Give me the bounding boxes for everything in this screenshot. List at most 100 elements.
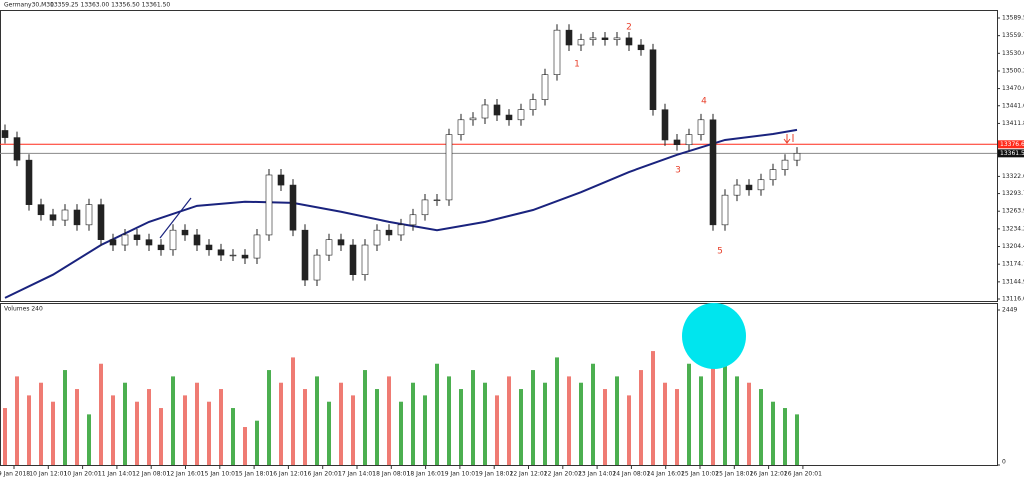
candle-body — [13, 137, 21, 161]
volume-bar — [99, 363, 103, 465]
y-tick-label: 13500.25 — [1002, 67, 1024, 74]
x-tick-label: 9 Jan 2018 — [0, 471, 30, 478]
x-tick-label: 19 Jan 10:01 — [441, 471, 479, 478]
x-tick-label: 25 Jan 18:01 — [715, 471, 753, 478]
candle-body — [109, 239, 117, 246]
candle-body — [529, 99, 537, 110]
x-tick-label: 15 Jan 18:01 — [235, 471, 273, 478]
y-tick-label: 13174.70 — [1002, 261, 1024, 268]
x-tick-label: 24 Jan 16:01 — [647, 471, 685, 478]
candle-body — [565, 29, 573, 46]
candle-body — [541, 74, 549, 100]
chart-subtitle: 13359.25 13363.00 13356.50 13361.50 — [50, 2, 170, 9]
y-tick-label: 13589.50 — [1002, 15, 1024, 22]
volume-bar — [87, 414, 91, 465]
candle-body — [133, 234, 141, 240]
volume-bar — [327, 401, 331, 465]
volume-bar — [279, 382, 283, 465]
volume-bar — [135, 401, 139, 465]
wave-label: 1 — [574, 60, 580, 70]
candle-body — [661, 109, 669, 141]
candle-body — [445, 134, 453, 201]
candle-body — [25, 159, 33, 205]
y-tick-label: 13559.75 — [1002, 32, 1024, 39]
volume-bar — [567, 376, 571, 465]
candle-body — [517, 109, 525, 121]
volume-bar — [579, 382, 583, 465]
volume-bar — [627, 395, 631, 465]
volume-bar — [363, 370, 367, 465]
candle-body — [277, 174, 285, 186]
volume-bar — [795, 414, 799, 465]
volume-bar — [219, 389, 223, 465]
candle-body — [457, 119, 465, 135]
volume-bar — [603, 389, 607, 465]
volume-bar — [111, 395, 115, 465]
volume-bar — [687, 363, 691, 465]
candle-body — [601, 37, 609, 40]
candle-body — [289, 184, 297, 231]
volume-bar — [339, 382, 343, 465]
volume-bar — [195, 382, 199, 465]
x-tick-label: 10 Jan 12:01 — [29, 471, 67, 478]
candle-body — [793, 153, 801, 161]
x-tick-label: 23 Jan 14:01 — [578, 471, 616, 478]
volume-tick-label: 0 — [1002, 459, 1006, 466]
candle-body — [721, 194, 729, 226]
volume-bar — [675, 389, 679, 465]
level-label: 13376.69 — [1000, 141, 1024, 148]
candle-body — [85, 204, 93, 226]
y-tick-label: 13322.60 — [1002, 173, 1024, 180]
volume-bar — [315, 376, 319, 465]
x-tick-label: 10 Jan 20:01 — [64, 471, 102, 478]
candle-body — [205, 244, 213, 251]
candle-body — [781, 159, 789, 170]
level-label-box — [998, 149, 1024, 158]
volume-bar — [759, 389, 763, 465]
y-tick-label: 13144.95 — [1002, 278, 1024, 285]
candle-body — [37, 204, 45, 216]
volume-bar — [15, 376, 19, 465]
volume-panel — [0, 303, 998, 466]
x-tick-label: 15 Jan 10:01 — [201, 471, 239, 478]
volume-bar — [267, 370, 271, 465]
volume-bar — [723, 338, 727, 465]
candle-body — [433, 199, 441, 202]
volume-bar — [459, 389, 463, 465]
candle-body — [409, 214, 417, 226]
candle-body — [181, 229, 189, 236]
candle-body — [385, 229, 393, 236]
volume-bar — [3, 408, 7, 465]
volume-bar — [303, 389, 307, 465]
volume-bar — [147, 389, 151, 465]
volume-bar — [423, 395, 427, 465]
volume-bar — [39, 382, 43, 465]
x-tick-label: 25 Jan 10:01 — [681, 471, 719, 478]
candle-body — [157, 244, 165, 251]
volume-bar — [555, 357, 559, 465]
volume-bar — [507, 376, 511, 465]
volume-bar — [735, 376, 739, 465]
candle-body — [241, 254, 249, 259]
wave-label: 3 — [675, 166, 681, 176]
volume-bar — [495, 395, 499, 465]
candle-body — [373, 229, 381, 246]
x-tick-label: 17 Jan 14:01 — [338, 471, 376, 478]
level-label-box — [998, 140, 1024, 149]
x-tick-label: 18 Jan 08:01 — [372, 471, 410, 478]
wave-label: 4 — [701, 97, 707, 107]
y-tick-label: 13530.00 — [1002, 50, 1024, 57]
volume-bar — [591, 363, 595, 465]
y-tick-label: 13234.20 — [1002, 225, 1024, 232]
wave-label: 2 — [626, 23, 632, 33]
candle-body — [613, 37, 621, 40]
volume-title: Volumes 240 — [4, 306, 43, 313]
volume-bar — [51, 401, 55, 465]
candle-body — [1, 130, 9, 138]
candle-body — [73, 209, 81, 226]
candle-body — [361, 244, 369, 275]
volume-bar — [75, 389, 79, 465]
volume-bar — [783, 408, 787, 465]
chart-title: Germany30,M30 — [4, 2, 54, 9]
candle-body — [325, 239, 333, 256]
